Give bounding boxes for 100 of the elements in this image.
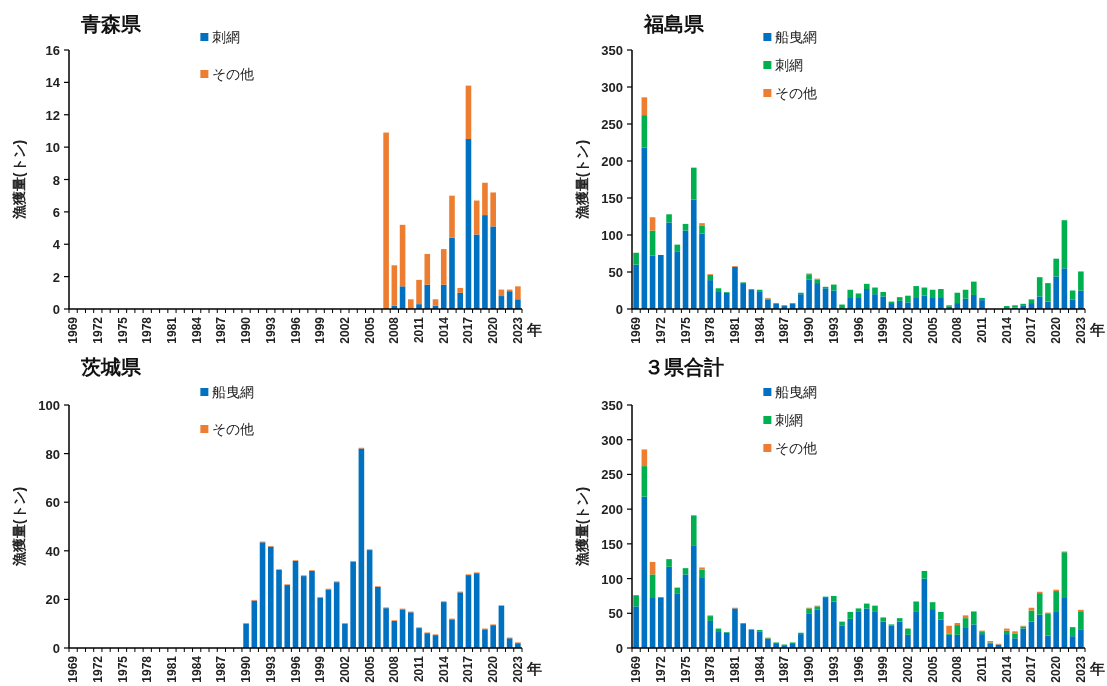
y-tick-label: 50	[608, 265, 623, 280]
chart-title: 青森県	[80, 13, 142, 35]
x-tick-label: 2023	[1073, 655, 1088, 683]
x-tick-label: 2008	[387, 655, 402, 683]
x-tick-label: 1990	[802, 316, 817, 344]
x-tick-label: 2020	[1049, 655, 1064, 683]
x-tick-label: 2014	[999, 655, 1014, 683]
x-tick-label: 2005	[925, 655, 940, 683]
x-tick-label: 1984	[752, 655, 767, 683]
x-tick-label: 2023	[510, 316, 525, 344]
x-tick-label: 2008	[387, 316, 402, 344]
y-tick-label: 0	[615, 641, 623, 656]
legend-label: その他	[212, 66, 255, 82]
x-tick-label: 1972	[653, 316, 668, 344]
legend-label: その他	[212, 421, 255, 437]
x-tick-label: 1969	[66, 316, 81, 344]
x-tick-label: 1978	[703, 655, 718, 683]
y-tick-label: 300	[601, 432, 623, 448]
y-tick-label: 6	[52, 204, 60, 220]
y-tick-label: 14	[45, 75, 61, 91]
x-tick-label: 2023	[510, 655, 525, 683]
y-tick-label: 100	[601, 571, 623, 587]
y-tick-label: 10	[45, 140, 60, 156]
x-tick-label: 1984	[189, 655, 204, 683]
x-tick-label: 1978	[140, 655, 155, 683]
x-tick-label: 1975	[678, 316, 693, 344]
legend-label: 船曳網	[775, 29, 818, 45]
x-tick-label: 1972	[90, 316, 105, 344]
x-tick-label: 2020	[1049, 316, 1064, 344]
x-tick-label: 2017	[1024, 655, 1039, 683]
x-tick-label: 1984	[752, 316, 767, 344]
y-tick-label: 250	[601, 467, 623, 483]
x-axis-title: 年	[1089, 660, 1105, 677]
x-tick-label: 1981	[727, 655, 742, 683]
x-tick-label: 1999	[313, 316, 328, 344]
y-tick-label: 0	[615, 302, 623, 317]
y-axis-title: 漁獲量(トン)	[574, 139, 590, 221]
x-tick-label: 1993	[263, 316, 278, 344]
legend-label: その他	[775, 85, 818, 101]
x-tick-label: 1996	[851, 316, 866, 344]
legend-label: 刺網	[775, 57, 804, 73]
x-tick-label: 2023	[1073, 316, 1088, 344]
x-tick-label: 1990	[239, 316, 254, 344]
x-tick-label: 2017	[461, 655, 476, 683]
x-tick-label: 2014	[436, 316, 451, 344]
y-tick-label: 50	[608, 606, 623, 622]
x-tick-label: 2017	[461, 316, 476, 344]
y-tick-label: 16	[45, 43, 60, 58]
y-tick-label: 0	[52, 641, 60, 656]
x-tick-label: 1972	[653, 655, 668, 683]
y-tick-label: 40	[45, 543, 60, 559]
legend-label: 船曳網	[212, 384, 255, 400]
y-tick-label: 2	[52, 269, 60, 285]
x-tick-label: 1987	[214, 316, 229, 344]
x-tick-label: 2005	[925, 316, 940, 344]
x-tick-label: 1993	[263, 655, 278, 683]
x-tick-label: 2017	[1024, 316, 1039, 344]
y-tick-label: 200	[601, 154, 623, 169]
x-tick-label: 1990	[802, 655, 817, 683]
x-tick-label: 1999	[876, 316, 891, 344]
y-tick-label: 350	[601, 398, 623, 413]
x-axis-title: 年	[526, 321, 542, 338]
y-tick-label: 80	[45, 446, 60, 462]
x-tick-label: 2002	[900, 655, 915, 683]
x-tick-label: 2014	[999, 316, 1014, 344]
x-tick-label: 1987	[214, 655, 229, 683]
x-tick-label: 1969	[66, 655, 81, 683]
y-axis-title: 漁獲量(トン)	[574, 486, 590, 568]
y-tick-label: 300	[601, 80, 623, 95]
y-tick-label: 150	[601, 191, 623, 206]
x-tick-label: 1984	[189, 316, 204, 344]
y-tick-label: 20	[45, 592, 60, 608]
x-tick-label: 1990	[239, 655, 254, 683]
x-tick-label: 1978	[140, 316, 155, 344]
y-tick-label: 100	[38, 398, 60, 413]
x-tick-label: 1996	[851, 655, 866, 683]
x-tick-label: 2008	[950, 316, 965, 344]
legend-label: 船曳網	[775, 384, 818, 400]
x-tick-label: 1987	[777, 655, 792, 683]
x-tick-label: 1981	[164, 655, 179, 683]
x-tick-label: 1993	[826, 316, 841, 344]
y-tick-label: 350	[601, 43, 623, 58]
y-tick-label: 100	[601, 228, 623, 243]
x-axis-title: 年	[1089, 321, 1105, 338]
y-tick-label: 150	[601, 536, 623, 552]
chart-title: ３県合計	[644, 356, 724, 378]
x-tick-label: 2005	[362, 655, 377, 683]
legend-label: 刺網	[775, 412, 804, 428]
y-tick-label: 0	[52, 302, 60, 317]
x-tick-label: 2011	[412, 316, 427, 344]
x-tick-label: 2011	[975, 655, 990, 683]
x-tick-label: 2002	[337, 316, 352, 344]
x-axis-title: 年	[526, 660, 542, 677]
x-tick-label: 1972	[90, 655, 105, 683]
x-tick-label: 2020	[486, 316, 501, 344]
x-tick-label: 1975	[115, 655, 130, 683]
x-tick-label: 2008	[950, 655, 965, 683]
x-tick-label: 2020	[486, 655, 501, 683]
y-tick-label: 60	[45, 495, 60, 511]
x-tick-label: 1981	[164, 316, 179, 344]
